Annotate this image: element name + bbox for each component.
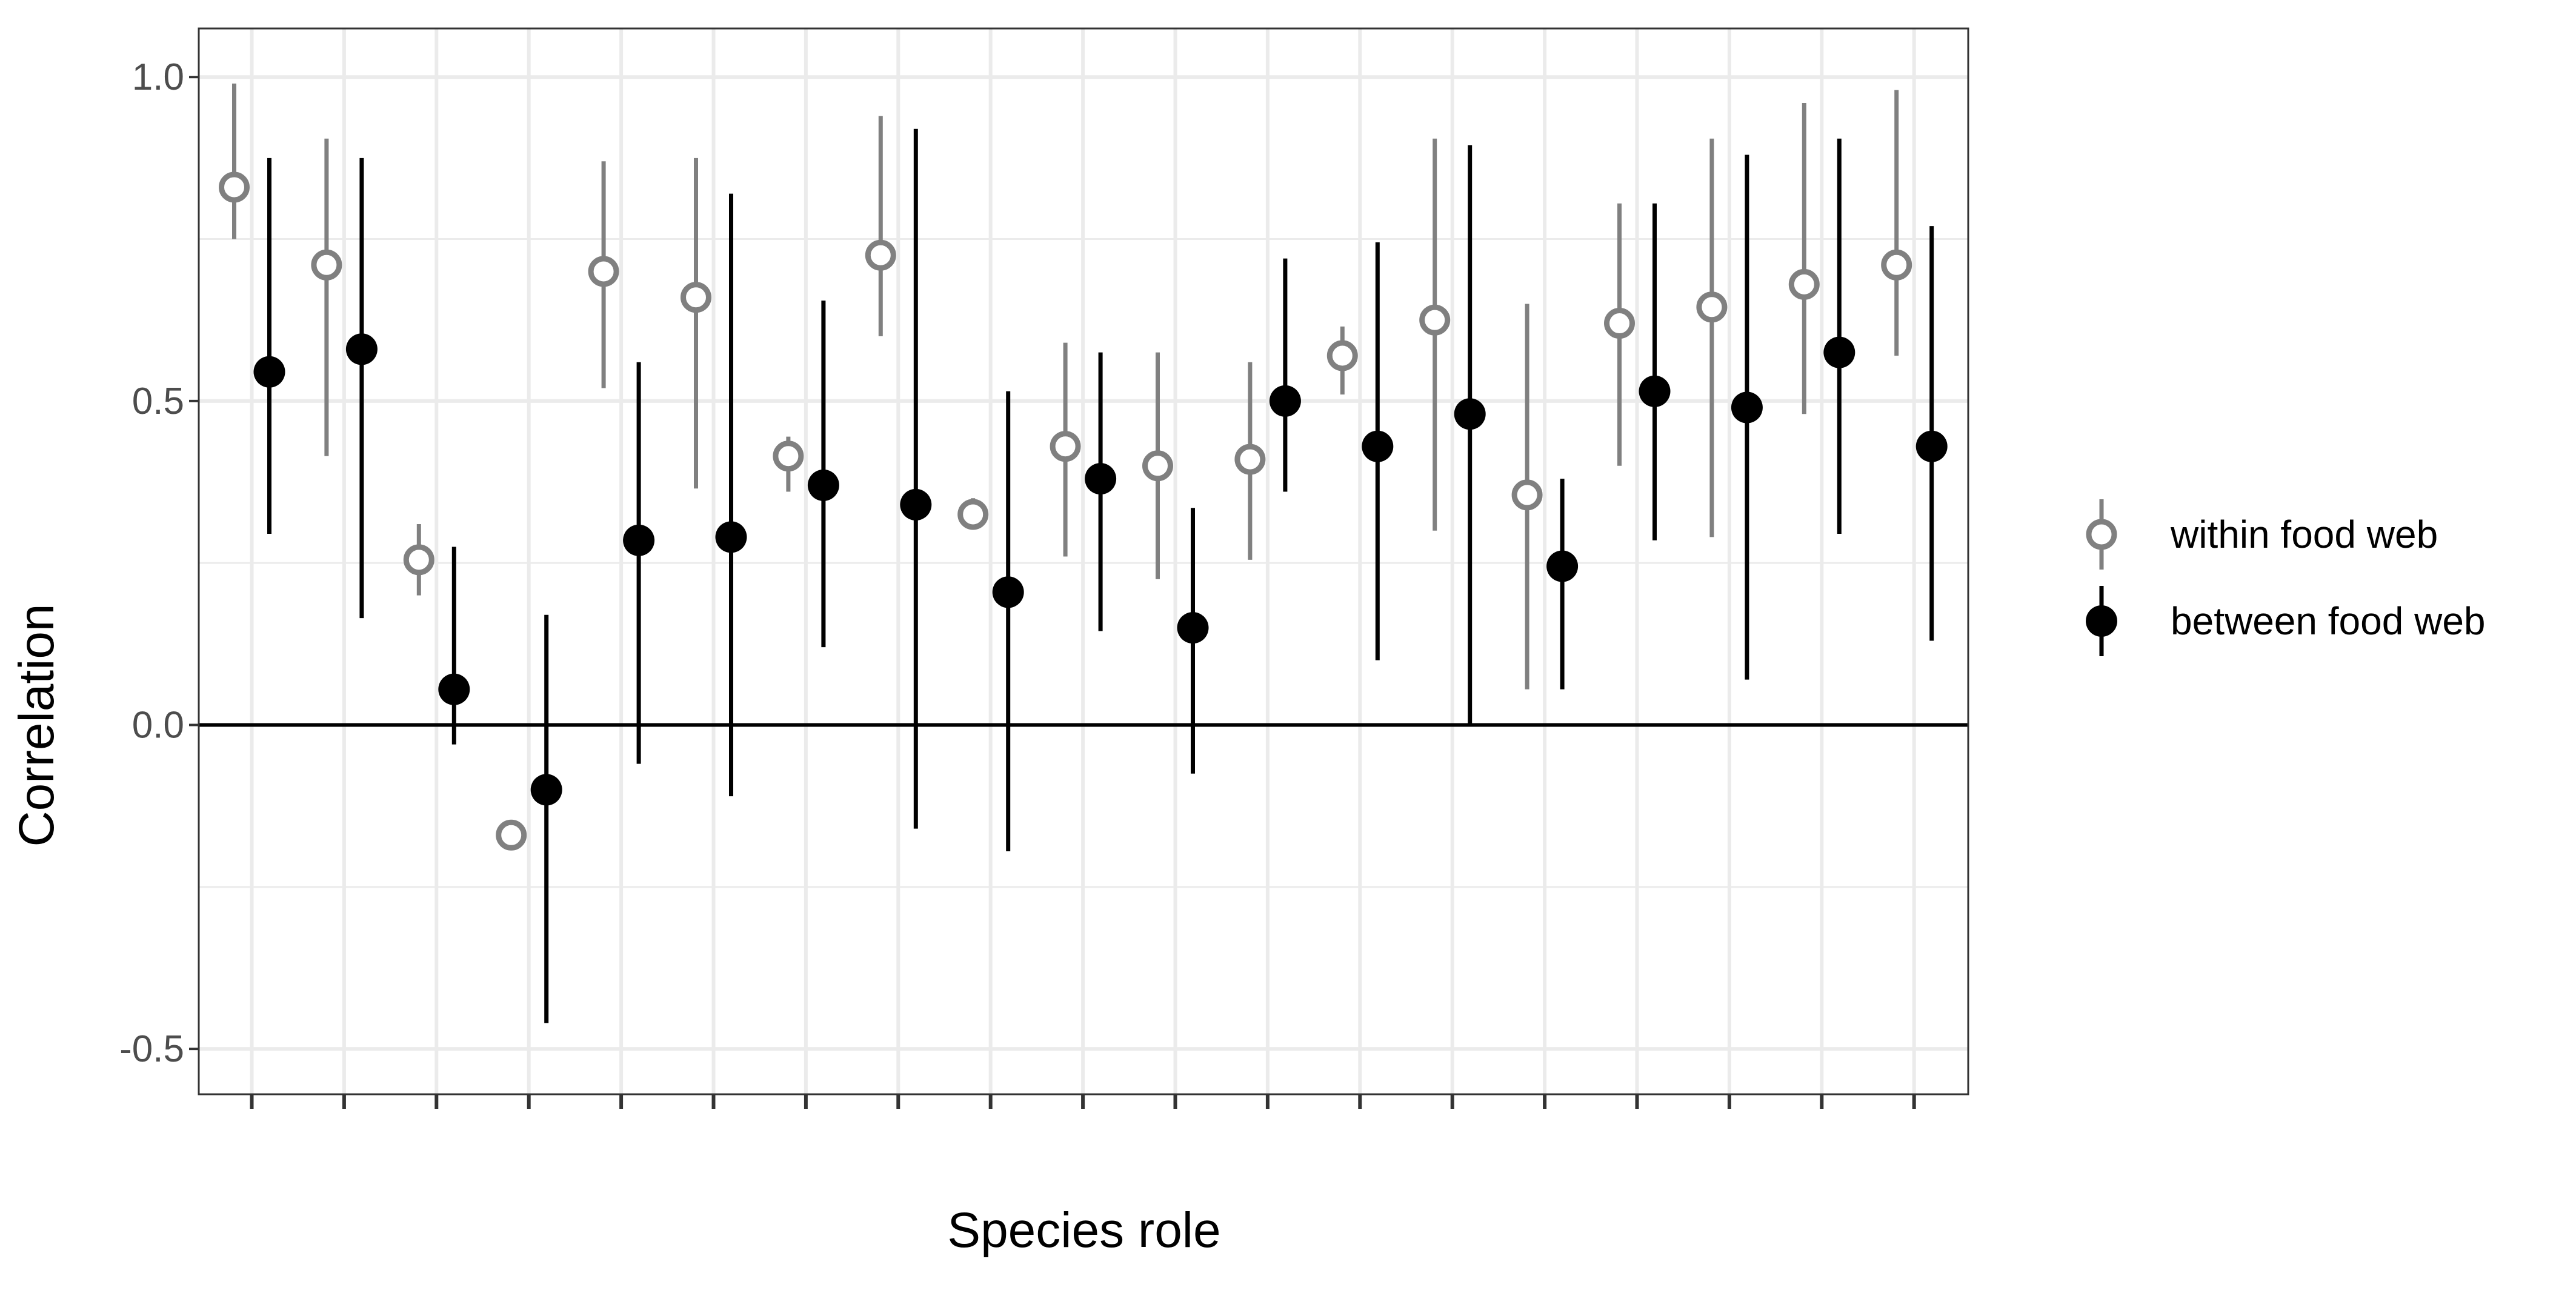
legend-key-open-circle <box>2086 519 2117 550</box>
between-point <box>992 576 1024 608</box>
x-axis-title: Species role <box>947 1203 1220 1258</box>
within-point <box>588 256 619 287</box>
within-point <box>1788 268 1820 300</box>
y-axis-title: Correlation <box>9 603 64 846</box>
between-point <box>1454 398 1486 430</box>
within-point <box>1419 304 1451 336</box>
within-point <box>219 171 250 203</box>
y-axis: -0.5 0.0 0.5 1.0 <box>119 56 199 1070</box>
within-point <box>1696 291 1728 323</box>
between-point <box>623 524 655 556</box>
legend-item-between: between food web <box>2086 586 2486 656</box>
within-point <box>311 249 342 281</box>
between-point <box>715 521 747 553</box>
within-point <box>1234 444 1266 475</box>
legend-item-within: within food web <box>2086 499 2438 570</box>
within-point <box>1881 249 1912 281</box>
major-grid <box>199 28 1968 1094</box>
between-point <box>1546 550 1579 582</box>
within-point <box>865 239 896 271</box>
between-point <box>1085 463 1117 495</box>
x-axis <box>250 1094 1916 1109</box>
within-point <box>957 499 989 530</box>
within-point <box>1050 431 1081 462</box>
between-point <box>530 774 562 806</box>
between-point <box>1731 391 1763 424</box>
between-point <box>345 333 378 365</box>
between-point <box>1177 612 1209 644</box>
between-point <box>1823 336 1855 368</box>
within-point <box>1142 450 1173 482</box>
y-tick-label: 0.5 <box>132 381 184 422</box>
between-point <box>1915 430 1948 462</box>
between-point <box>1269 385 1301 417</box>
between-point <box>438 673 470 705</box>
between-point <box>900 488 932 520</box>
legend-label-within: within food web <box>2170 513 2438 556</box>
within-point <box>773 440 804 472</box>
within-point <box>403 544 434 576</box>
within-point <box>1326 340 1358 371</box>
y-tick-label: -0.5 <box>119 1028 184 1070</box>
within-point <box>1511 479 1543 511</box>
legend-key-filled-circle <box>2086 605 2117 637</box>
within-point <box>1604 308 1635 339</box>
within-point <box>681 282 711 313</box>
within-point <box>496 819 527 851</box>
y-tick-label: 0.0 <box>132 704 184 746</box>
y-tick-label: 1.0 <box>132 56 184 98</box>
between-point <box>807 469 839 501</box>
between-point <box>1639 375 1671 407</box>
data-marks <box>219 83 1948 1023</box>
legend-label-between: between food web <box>2171 599 2486 643</box>
between-point <box>1362 430 1394 462</box>
legend: within food web between food web <box>2086 499 2486 656</box>
between-point <box>253 356 285 388</box>
